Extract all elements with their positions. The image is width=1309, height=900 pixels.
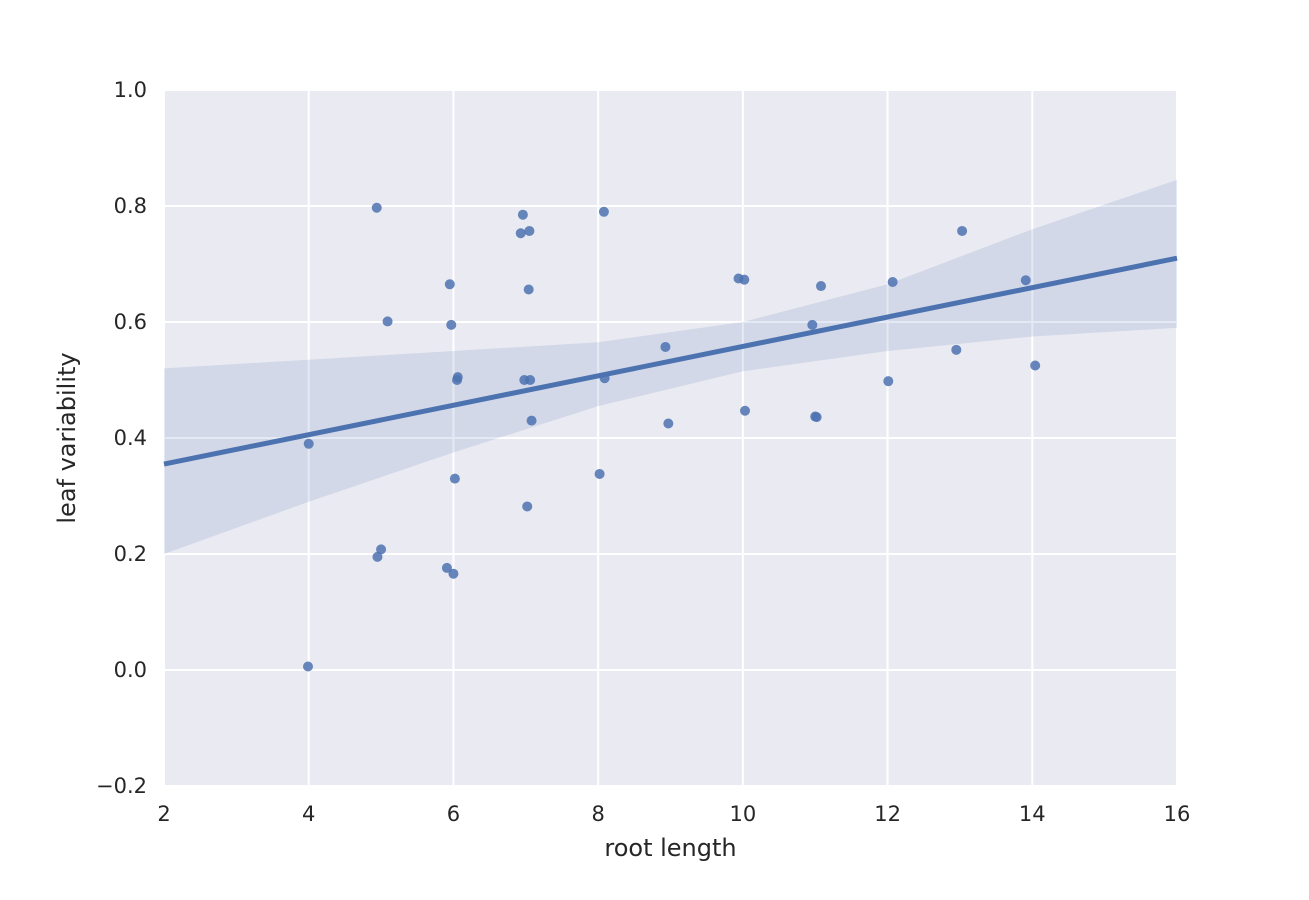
data-point <box>526 415 537 426</box>
data-point <box>302 661 313 672</box>
y-tick-label: 0.6 <box>114 310 147 334</box>
data-point <box>372 551 383 562</box>
data-point <box>739 274 750 285</box>
data-point <box>523 284 534 295</box>
data-point <box>594 468 605 479</box>
y-tick-label: −0.2 <box>96 774 147 798</box>
data-point <box>444 279 455 290</box>
data-point <box>1020 275 1031 286</box>
x-tick-label: 4 <box>302 802 315 826</box>
data-point <box>517 209 528 220</box>
data-point <box>887 276 898 287</box>
data-point <box>811 412 822 423</box>
data-point <box>441 562 452 573</box>
y-tick-label: 0.2 <box>114 542 147 566</box>
data-point <box>951 344 962 355</box>
data-point <box>449 473 460 484</box>
data-point <box>957 225 968 236</box>
data-point <box>446 319 457 330</box>
y-axis-title: leaf variability <box>53 352 81 523</box>
data-point <box>376 544 387 555</box>
y-tick-label: 0.0 <box>114 658 147 682</box>
x-tick-label: 2 <box>157 802 170 826</box>
data-point <box>740 405 751 416</box>
data-point <box>807 319 818 330</box>
x-tick-label: 16 <box>1164 802 1191 826</box>
data-point <box>452 372 463 383</box>
confidence-band <box>164 179 1177 554</box>
x-tick-label: 14 <box>1019 802 1046 826</box>
x-tick-labels: 2 4 6 8 10 12 14 16 <box>157 802 1190 826</box>
confidence-band-layer <box>164 179 1177 554</box>
grid-lines <box>163 89 1178 787</box>
data-point <box>382 316 393 327</box>
data-point <box>1030 360 1041 371</box>
x-tick-label: 10 <box>729 802 756 826</box>
data-point <box>522 501 533 512</box>
data-point <box>524 225 535 236</box>
data-point <box>371 202 382 213</box>
y-tick-label: 1.0 <box>114 78 147 102</box>
y-tick-label: 0.4 <box>114 426 147 450</box>
regression-line <box>163 255 1178 467</box>
data-point <box>663 418 674 429</box>
data-point <box>660 341 671 352</box>
data-point <box>883 376 894 387</box>
data-point <box>448 568 459 579</box>
data-point <box>598 206 609 217</box>
data-point <box>816 281 827 292</box>
data-points <box>302 202 1041 672</box>
y-tick-label: 0.8 <box>114 194 147 218</box>
data-point <box>525 375 536 385</box>
y-tick-labels: −0.2 0.0 0.2 0.4 0.6 0.8 1.0 <box>96 78 147 798</box>
x-tick-label: 8 <box>591 802 604 826</box>
data-point <box>515 228 526 239</box>
regression-line-layer <box>163 255 1178 467</box>
data-point <box>303 438 314 449</box>
x-tick-label: 12 <box>874 802 901 826</box>
x-tick-label: 6 <box>447 802 460 826</box>
data-point <box>599 373 610 384</box>
x-axis-title: root length <box>604 834 736 862</box>
